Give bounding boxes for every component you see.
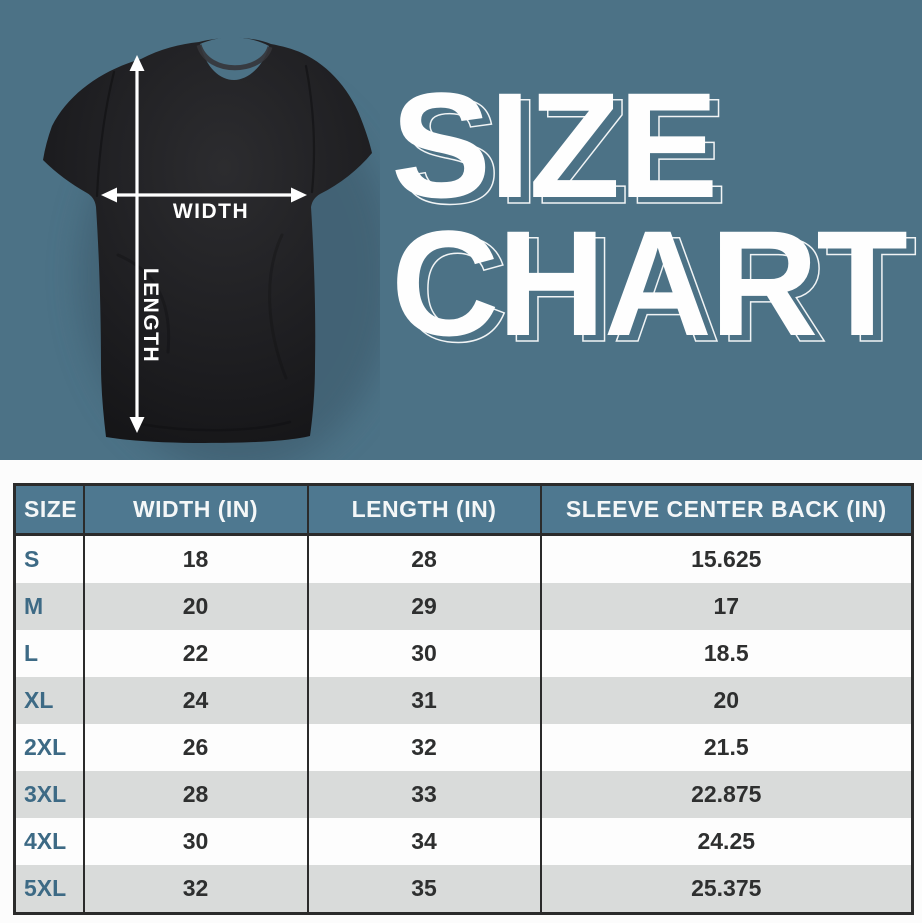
hero-banner: WIDTH LENGTH SIZE CHART [0,0,922,460]
table-row: 3XL 28 33 22.875 [13,771,913,818]
width-measure-label: WIDTH [172,200,250,223]
sleeve-cell: 25.375 [539,865,913,914]
page-title: SIZE CHART [391,70,915,358]
length-cell: 34 [306,818,541,865]
width-cell: 28 [82,771,308,818]
width-cell: 20 [82,583,308,630]
size-cell: L [13,630,84,677]
table-row: 5XL 32 35 25.375 [13,865,913,914]
sleeve-cell: 22.875 [539,771,913,818]
length-cell: 31 [306,677,541,724]
column-header-sleeve: SLEEVE CENTER BACK (IN) [539,484,913,536]
table-header-row: SIZE WIDTH (IN) LENGTH (IN) SLEEVE CENTE… [13,484,913,536]
length-cell: 35 [306,865,541,914]
fabric-wrinkles [95,64,316,432]
length-cell: 29 [306,583,541,630]
table-row: 4XL 30 34 24.25 [13,818,913,865]
page-title-line-2: CHART [391,208,915,358]
sleeve-cell: 21.5 [539,724,913,771]
size-cell: S [13,534,84,583]
table-row: L 22 30 18.5 [13,630,913,677]
tshirt-graphic [43,37,380,460]
width-arrow-icon [101,187,307,203]
length-cell: 30 [306,630,541,677]
size-cell: 3XL [13,771,84,818]
sleeve-cell: 17 [539,583,913,630]
size-cell: 2XL [13,724,84,771]
width-cell: 18 [82,534,308,583]
table-row: XL 24 31 20 [13,677,913,724]
collar-opening [200,37,269,80]
length-cell: 28 [306,534,541,583]
sleeve-cell: 20 [539,677,913,724]
size-cell: 4XL [13,818,84,865]
size-table-section: SIZE WIDTH (IN) LENGTH (IN) SLEEVE CENTE… [13,483,914,915]
table-row: 2XL 26 32 21.5 [13,724,913,771]
column-header-size: SIZE [13,484,84,536]
width-cell: 32 [82,865,308,914]
width-cell: 30 [82,818,308,865]
tshirt-figure: WIDTH LENGTH [0,0,380,460]
width-cell: 22 [82,630,308,677]
size-cell: 5XL [13,865,84,914]
size-cell: M [13,583,84,630]
length-cell: 33 [306,771,541,818]
column-header-length: LENGTH (IN) [306,484,541,536]
table-row: M 20 29 17 [13,583,913,630]
length-cell: 32 [306,724,541,771]
sleeve-cell: 18.5 [539,630,913,677]
column-header-width: WIDTH (IN) [82,484,308,536]
size-cell: XL [13,677,84,724]
size-table: SIZE WIDTH (IN) LENGTH (IN) SLEEVE CENTE… [13,483,914,915]
page-title-line-1: SIZE [391,70,906,220]
collar-band [196,44,273,71]
sleeve-cell: 15.625 [539,534,913,583]
sleeve-cell: 24.25 [539,818,913,865]
width-cell: 24 [82,677,308,724]
length-measure-label: LENGTH [139,267,162,364]
length-arrow-icon [129,55,145,433]
width-cell: 26 [82,724,308,771]
shirt-body [43,37,372,444]
table-row: S 18 28 15.625 [13,534,913,583]
